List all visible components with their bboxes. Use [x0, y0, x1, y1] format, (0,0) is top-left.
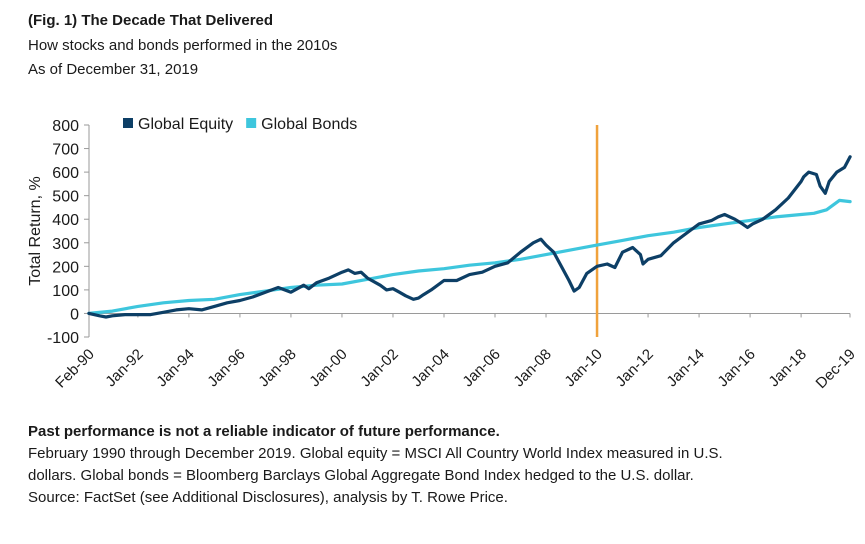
y-tick-label: 300 [52, 236, 79, 253]
x-tick-label: Jan-18 [765, 346, 809, 390]
y-tick-label: 200 [52, 259, 79, 276]
x-tick-label: Jan-02 [357, 346, 401, 390]
y-tick-label: 400 [52, 212, 79, 229]
x-tick-label: Jan-14 [663, 346, 707, 390]
y-tick-label: 600 [52, 165, 79, 182]
y-axis-label: Total Return, % [27, 176, 44, 285]
x-tick-label: Jan-08 [510, 346, 554, 390]
footnote-line-1: February 1990 through December 2019. Glo… [28, 445, 723, 462]
legend-label: Global Bonds [261, 116, 357, 133]
chart-title: (Fig. 1) The Decade That Delivered [28, 12, 274, 29]
footnotes: Past performance is not a reliable indic… [28, 421, 848, 509]
x-tick-label: Jan-12 [612, 346, 656, 390]
series-layer [87, 125, 852, 337]
x-axis: Feb-90 Jan-92 Jan-94 Jan-96 Jan-98 Jan-00 Jan-… [52, 312, 859, 392]
x-tick-label: Jan-04 [408, 346, 452, 390]
y-tick-label: -100 [47, 330, 79, 347]
x-tick-label: Jan-98 [255, 346, 299, 390]
x-tick-label: Jan-16 [714, 346, 758, 390]
chart-subtitle: How stocks and bonds performed in the 20… [28, 37, 338, 54]
x-tick-label: Jan-96 [204, 346, 248, 390]
series-line-global-equity [87, 155, 852, 319]
legend-swatch [246, 118, 257, 128]
disclaimer-text: Past performance is not a reliable indic… [28, 423, 500, 440]
y-tick-label: 0 [70, 306, 79, 323]
y-tick-label: 500 [52, 189, 79, 206]
x-tick-label: Feb-90 [52, 346, 98, 392]
legend-label: Global Equity [138, 116, 233, 133]
x-tick-label: Jan-10 [561, 346, 605, 390]
x-tick-label: Jan-94 [153, 346, 197, 390]
legend-swatch [123, 118, 133, 128]
legend: Global Equity Global Bonds [123, 116, 357, 133]
y-axis: 800 700 600 500 400 300 200 100 0 -100 [47, 118, 90, 347]
y-tick-label: 100 [52, 283, 79, 300]
footnote-line-2: dollars. Global bonds = Bloomberg Barcla… [28, 467, 694, 484]
series-line-global-bonds [87, 198, 852, 315]
y-tick-label: 800 [52, 118, 79, 135]
x-tick-label: Jan-92 [102, 346, 146, 390]
footnote-line-3: Source: FactSet (see Additional Disclosu… [28, 489, 508, 506]
x-tick-label: Jan-00 [306, 346, 350, 390]
y-tick-label: 700 [52, 142, 79, 159]
x-tick-label: Jan-06 [459, 346, 503, 390]
x-tick-label: Dec-19 [813, 346, 859, 392]
as-of-date: As of December 31, 2019 [28, 61, 199, 78]
